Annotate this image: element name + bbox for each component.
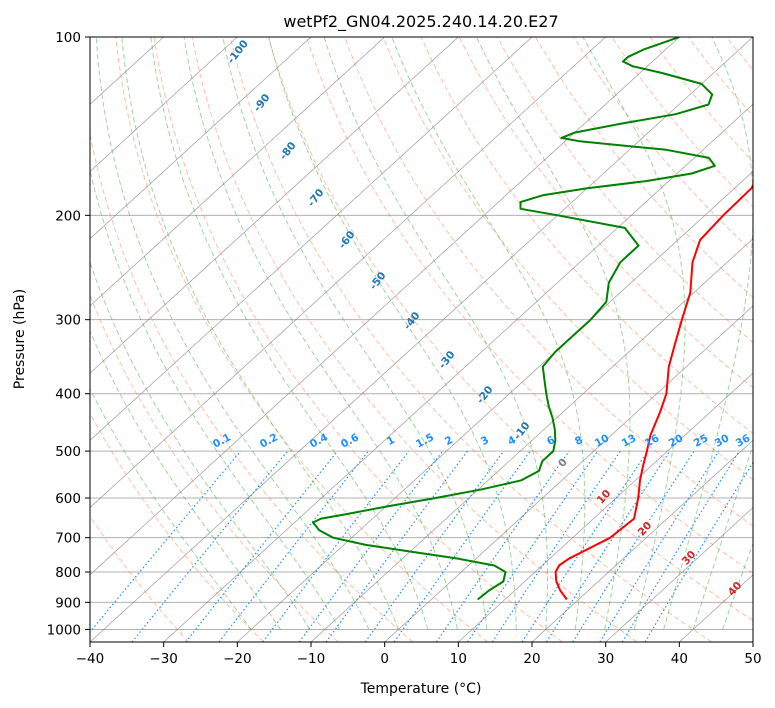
moist-adiabat-line <box>90 260 311 630</box>
moist-adiabat-line <box>183 37 458 630</box>
dry-adiabat-line <box>306 37 753 574</box>
isotherm-line <box>90 37 312 240</box>
moist-adiabat-line <box>150 37 429 630</box>
moist-adiabat-line <box>582 37 686 630</box>
dry-adiabat-line <box>765 37 775 642</box>
dry-adiabat-line <box>535 37 753 298</box>
y-tick-label: 900 <box>55 595 81 611</box>
mixing-ratio-line <box>185 450 339 642</box>
mixing-ratio-line <box>393 450 531 642</box>
isotherm-line <box>90 37 385 307</box>
moist-adiabat-line <box>95 37 370 630</box>
dry-adiabat-line <box>229 37 712 642</box>
dry-adiabat-line <box>420 37 753 435</box>
dry-adiabat-line <box>90 515 190 642</box>
moist-adiabat-line <box>692 443 753 630</box>
isotherm-line <box>605 507 753 642</box>
dry-adiabat-line <box>496 37 753 344</box>
y-tick-label: 300 <box>55 313 81 329</box>
reference-lines <box>90 37 775 642</box>
mixing-ratio-line <box>545 450 671 642</box>
moist-adiabat-line <box>268 37 517 630</box>
dry-adiabat-line <box>90 131 414 642</box>
isotherm-line <box>163 103 753 642</box>
y-tick-label: 1000 <box>47 622 81 638</box>
isotherm-line <box>90 37 680 576</box>
x-tick-label: −30 <box>149 651 178 667</box>
dry-adiabat-line <box>458 37 753 389</box>
moist-adiabat-line <box>90 387 252 630</box>
x-tick-label: −40 <box>76 651 105 667</box>
x-tick-label: 50 <box>744 651 761 667</box>
y-axis-label: Pressure (hPa) <box>12 289 28 389</box>
y-tick-label: 700 <box>55 531 81 547</box>
isotherm-line <box>90 37 753 642</box>
y-tick-label: 600 <box>55 491 81 507</box>
x-axis-label: Temperature (°C) <box>360 681 482 697</box>
grid-layer <box>90 37 753 642</box>
plot-frame <box>89 36 754 643</box>
mixing-ratio-line <box>467 450 599 642</box>
moist-adiabat-line <box>323 37 548 630</box>
isotherm-line <box>90 37 606 509</box>
moist-adiabat-line <box>475 37 631 630</box>
dry-adiabat-line <box>191 37 638 642</box>
isotherm-line <box>90 37 238 172</box>
y-tick-label: 200 <box>55 208 81 224</box>
dry-adiabat-line <box>115 37 488 642</box>
y-tick-label: 100 <box>55 30 81 46</box>
moist-adiabat-line <box>222 37 488 630</box>
dry-adiabat-line <box>611 37 753 208</box>
moist-adiabat-line <box>121 37 399 630</box>
mixing-ratio-line <box>599 450 720 642</box>
x-tick-label: 10 <box>450 651 467 667</box>
isotherm-line <box>90 37 533 441</box>
mixing-ratio-line <box>90 450 242 634</box>
y-tick-label: 500 <box>55 444 81 460</box>
x-tick-label: 0 <box>380 651 389 667</box>
moist-adiabat-line <box>90 329 281 630</box>
dry-adiabat-line <box>268 37 753 622</box>
mixing-ratio-line <box>218 450 369 642</box>
x-tick-label: −10 <box>297 651 326 667</box>
mixing-ratio-line <box>572 450 695 642</box>
x-tick-label: −20 <box>223 651 252 667</box>
mixing-ratio-line <box>621 450 740 642</box>
x-tick-label: 30 <box>597 651 614 667</box>
dry-adiabat-line <box>90 293 339 642</box>
mixing-ratio-line <box>364 450 505 642</box>
y-tick-label: 400 <box>55 387 81 403</box>
dry-adiabat-line <box>344 37 753 527</box>
isotherm-line <box>752 641 753 642</box>
profile-lines <box>312 37 753 601</box>
dewpoint-profile-line <box>312 37 716 601</box>
y-tick-label: 800 <box>55 565 81 581</box>
mixing-ratio-line <box>131 450 289 642</box>
isotherm-line <box>384 305 753 642</box>
moist-adiabat-line <box>722 542 753 630</box>
moist-adiabat-line <box>663 37 753 630</box>
axis-ticks: −40 −30 −20 −10 0 10 20 30 40 50 100 200 300 400 500 60… <box>47 30 762 667</box>
dry-adiabat-line <box>649 37 753 163</box>
chart-title: wetPf2_GN04.2025.240.14.20.E27 <box>283 12 558 32</box>
temperature-profile-line <box>554 183 753 601</box>
mixing-ratio-line <box>262 450 410 642</box>
isotherm-line <box>90 37 459 374</box>
moist-adiabat-line <box>90 167 340 630</box>
x-tick-label: 20 <box>523 651 540 667</box>
dry-adiabat-line <box>382 37 753 481</box>
isotherm-line <box>458 372 753 642</box>
isotherm-line <box>531 439 753 642</box>
mixing-ratio-line <box>644 461 753 642</box>
x-tick-label: 40 <box>671 651 688 667</box>
